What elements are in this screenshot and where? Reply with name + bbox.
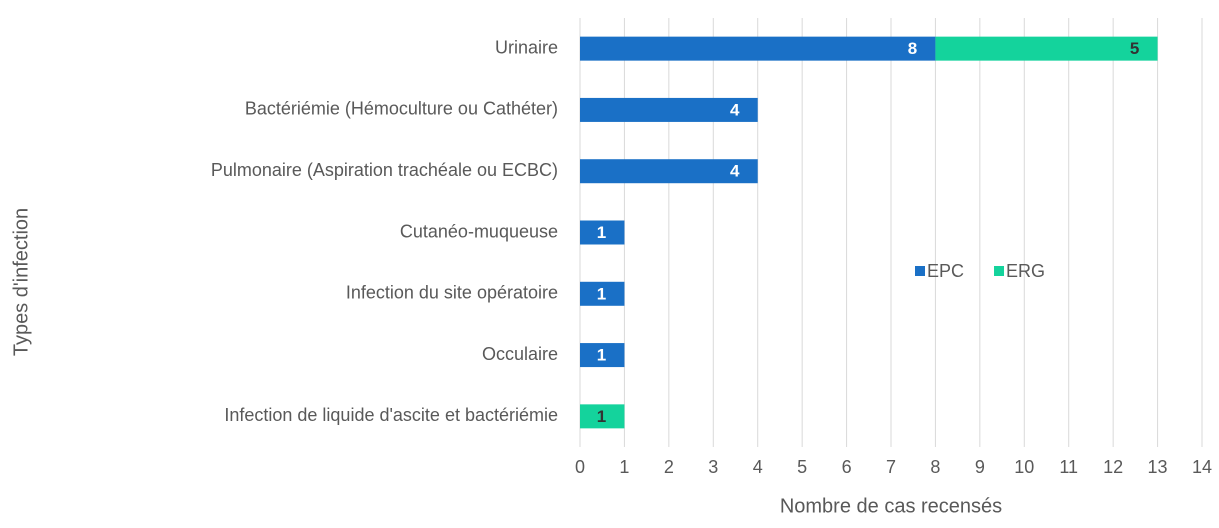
y-axis-label: Types d'infection [10, 208, 32, 356]
bar [580, 159, 758, 184]
legend-label: EPC [927, 261, 964, 281]
x-tick-label: 2 [664, 457, 674, 477]
y-tick-label: Occulaire [482, 344, 558, 364]
x-axis-label: Nombre de cas recensés [780, 495, 1002, 517]
data-label: 1 [597, 346, 606, 365]
y-tick-label: Cutanéo-muqueuse [400, 221, 558, 241]
bar [935, 36, 1158, 61]
bar [580, 220, 625, 245]
x-tick-label: 1 [619, 457, 629, 477]
y-tick-label: Pulmonaire (Aspiration trachéale ou ECBC… [211, 160, 558, 180]
data-label: 1 [597, 223, 606, 242]
x-tick-label: 3 [708, 457, 718, 477]
data-label: 5 [1130, 39, 1139, 58]
y-tick-label: Infection du site opératoire [346, 283, 558, 303]
data-label: 8 [908, 39, 917, 58]
bar [580, 404, 625, 429]
x-tick-label: 6 [842, 457, 852, 477]
x-tick-label: 11 [1059, 457, 1078, 477]
y-tick-label: Infection de liquide d'ascite et bactéri… [224, 405, 558, 425]
x-tick-label: 10 [1014, 457, 1034, 477]
y-tick-label: Urinaire [495, 37, 558, 57]
legend-swatch [994, 266, 1005, 276]
legend-swatch [915, 266, 925, 276]
bar [580, 97, 758, 122]
x-tick-label: 9 [975, 457, 985, 477]
x-tick-label: 8 [930, 457, 940, 477]
data-label: 4 [730, 100, 740, 119]
x-tick-label: 14 [1192, 457, 1212, 477]
data-label: 1 [597, 407, 606, 426]
bar [580, 281, 625, 306]
x-tick-label: 13 [1148, 457, 1168, 477]
y-tick-label: Bactériémie (Hémoculture ou Cathéter) [245, 99, 558, 119]
data-label: 4 [730, 162, 740, 181]
x-tick-label: 7 [886, 457, 896, 477]
data-label: 1 [597, 284, 606, 303]
x-tick-label: 12 [1103, 457, 1123, 477]
legend-label: ERG [1006, 261, 1045, 281]
bar [580, 343, 625, 368]
x-tick-label: 0 [575, 457, 585, 477]
bar [580, 36, 936, 61]
x-tick-label: 4 [753, 457, 763, 477]
x-tick-label: 5 [797, 457, 807, 477]
